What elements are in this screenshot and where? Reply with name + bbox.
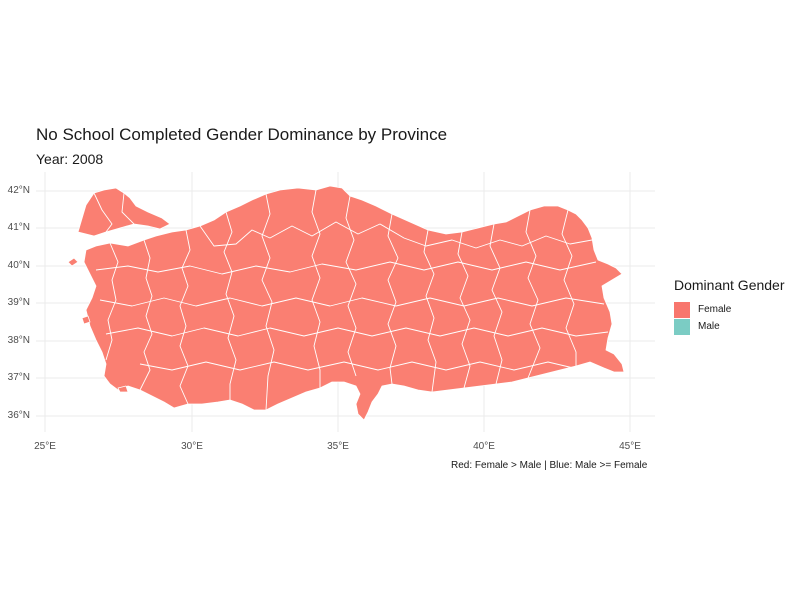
chart-subtitle: Year: 2008 — [36, 151, 104, 167]
province-borders — [93, 189, 609, 411]
y-tick-40: 40°N — [7, 260, 30, 271]
x-tick-35: 35°E — [327, 441, 349, 452]
legend-item-male: Male — [674, 318, 785, 335]
y-tick-36: 36°N — [7, 410, 30, 421]
y-tick-39: 39°N — [7, 297, 30, 308]
legend-label-female: Female — [698, 304, 732, 315]
y-tick-42: 42°N — [7, 185, 30, 196]
chart-title: No School Completed Gender Dominance by … — [36, 125, 448, 144]
y-tick-38: 38°N — [7, 335, 30, 346]
island-coast-1 — [117, 385, 129, 393]
y-tick-41: 41°N — [7, 222, 30, 233]
island-coast-2 — [81, 315, 91, 325]
legend-title: Dominant Gender — [674, 277, 785, 293]
legend-label-male: Male — [698, 321, 720, 332]
x-tick-40: 40°E — [473, 441, 495, 452]
x-tick-25: 25°E — [34, 441, 56, 452]
province-thrace — [77, 187, 171, 237]
chart-caption: Red: Female > Male | Blue: Male >= Femal… — [451, 460, 648, 471]
legend-swatch-female — [674, 301, 690, 318]
y-tick-37: 37°N — [7, 372, 30, 383]
province-anatolia — [83, 185, 625, 421]
legend: Dominant Gender Female Male — [674, 277, 785, 335]
x-tick-45: 45°E — [619, 441, 641, 452]
legend-item-female: Female — [674, 301, 785, 318]
x-tick-30: 30°E — [181, 441, 203, 452]
legend-swatch-male — [674, 318, 690, 335]
turkey-map — [67, 185, 625, 421]
island-imbros — [67, 257, 79, 267]
